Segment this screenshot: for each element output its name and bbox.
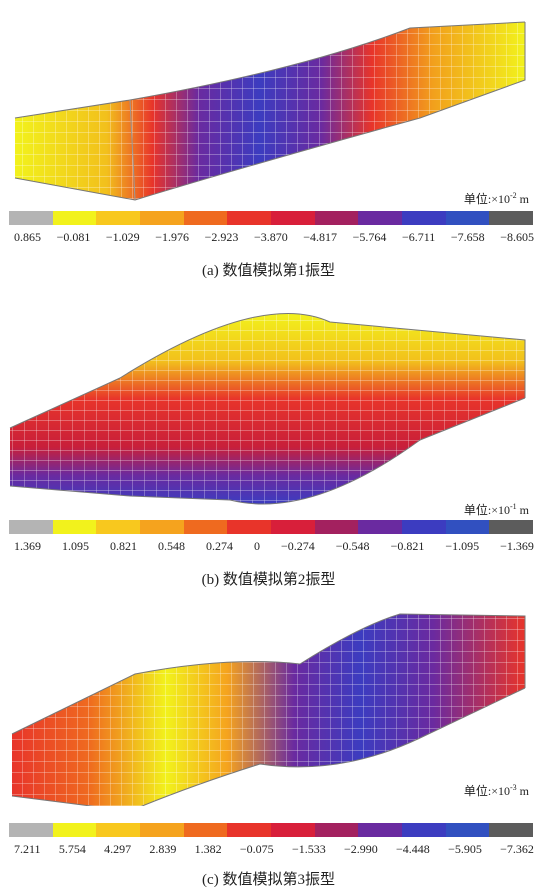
unit-label: 单位:×10-1 m [463,502,529,517]
colorbar-swatch [358,520,403,534]
colorbar-swatch [9,211,53,225]
colorbar-swatch [445,520,490,534]
colorbar-tick-label: −0.821 [390,539,425,553]
unit-label: 单位:×10-3 m [463,783,529,798]
colorbar-tick-label: 4.297 [104,842,132,856]
colorbar-tick-label: −7.362 [500,842,534,856]
colorbar-swatch [96,211,141,225]
colorbar-swatch [445,823,490,837]
figure-b: 单位:×10-1 m 1.369 1.095 0.821 0.548 0.274 0 −0.… [0,300,537,596]
colorbar-swatch [314,520,359,534]
colorbar [9,211,534,225]
colorbar [9,823,534,837]
colorbar-tick-label: −5.764 [352,230,387,244]
colorbar-tick-label: −1.369 [500,539,534,553]
colorbar-swatch [9,520,53,534]
colorbar-swatch [489,520,534,534]
colorbar-tick-label: 1.369 [14,539,41,553]
colorbar-swatch [227,211,272,225]
colorbar-swatch [52,520,97,534]
colorbar-swatch [183,211,228,225]
colorbar-swatch [402,520,446,534]
colorbar-tick-label: −4.817 [303,230,338,244]
figure-a: 单位:×10-2 m 0.865 −0.081 −1.029 −1.976 −2.923… [0,0,537,300]
colorbar-swatch [227,520,272,534]
colorbar-tick-label: −0.274 [281,539,315,553]
colorbar-swatch [489,823,534,837]
colorbar-tick-label: 7.211 [14,842,41,856]
colorbar-tick-label: −3.870 [253,230,288,244]
colorbar-ticks: 7.211 5.754 4.297 2.839 1.382 −0.075 −1.533 −2.… [14,842,534,857]
colorbar-swatch [358,211,403,225]
colorbar-tick-label: −0.075 [239,842,274,856]
colorbar-swatch [183,520,228,534]
colorbar-tick-label: 0.548 [158,539,185,553]
colorbar-swatch [271,520,315,534]
colorbar-tick-label: −6.711 [401,230,436,244]
colorbar-tick-label: −2.990 [343,842,378,856]
colorbar-tick-label: 0 [254,539,260,553]
colorbar-tick-label: 1.382 [194,842,222,856]
figure-c: 单位:×10-3 m 7.211 5.754 4.297 2.839 1.382 −0.0… [0,596,537,894]
colorbar-tick-label: 2.839 [149,842,177,856]
colorbar-swatch [489,211,534,225]
colorbar-swatch [271,823,315,837]
colorbar-tick-label: −2.923 [204,230,239,244]
mode-shape-3-mesh [11,613,526,806]
colorbar-swatch [140,823,184,837]
colorbar-tick-label: −1.095 [445,539,480,553]
colorbar-swatch [402,823,446,837]
colorbar-tick-label: −8.605 [500,230,534,244]
colorbar-tick-label: 0.274 [206,539,233,553]
colorbar-tick-label: 0.821 [110,539,137,553]
unit-label: 单位:×10-2 m [463,191,529,206]
colorbar-swatch [227,823,272,837]
colorbar-tick-label: 5.754 [58,842,86,856]
colorbar-tick-label: −7.658 [450,230,485,244]
colorbar-swatch [96,520,141,534]
mode-shape-1-mesh [14,21,526,201]
colorbar-swatch [183,823,228,837]
colorbar-swatch [314,211,359,225]
colorbar-swatch [358,823,403,837]
colorbar-ticks: 1.369 1.095 0.821 0.548 0.274 0 −0.274 −0.548 −0… [14,539,534,554]
mode-shape-2-mesh [9,313,526,505]
colorbar-swatch [445,211,490,225]
colorbar-tick-label: −4.448 [396,842,430,856]
colorbar-tick-label: −0.081 [56,230,91,244]
figure-caption: (b) 数值模拟第2振型 [201,572,336,588]
colorbar-swatch [52,823,97,837]
figure-caption: (c) 数值模拟第3振型 [202,872,335,888]
figure-caption: (a) 数值模拟第1振型 [202,263,335,279]
colorbar-swatch [140,520,184,534]
colorbar [9,520,534,534]
colorbar-tick-label: −1.029 [105,230,140,244]
colorbar-tick-label: 1.095 [62,539,89,553]
colorbar-tick-label: 0.865 [14,230,41,244]
colorbar-swatch [314,823,359,837]
colorbar-tick-label: −1.533 [291,842,326,856]
colorbar-swatch [140,211,184,225]
colorbar-swatch [96,823,141,837]
colorbar-swatch [402,211,446,225]
colorbar-swatch [9,823,53,837]
colorbar-swatch [271,211,315,225]
colorbar-tick-label: −1.976 [155,230,190,244]
colorbar-tick-label: −5.905 [448,842,482,856]
colorbar-swatch [52,211,97,225]
colorbar-tick-label: −0.548 [335,539,370,553]
colorbar-ticks: 0.865 −0.081 −1.029 −1.976 −2.923 −3.870 −4.81… [14,230,534,245]
